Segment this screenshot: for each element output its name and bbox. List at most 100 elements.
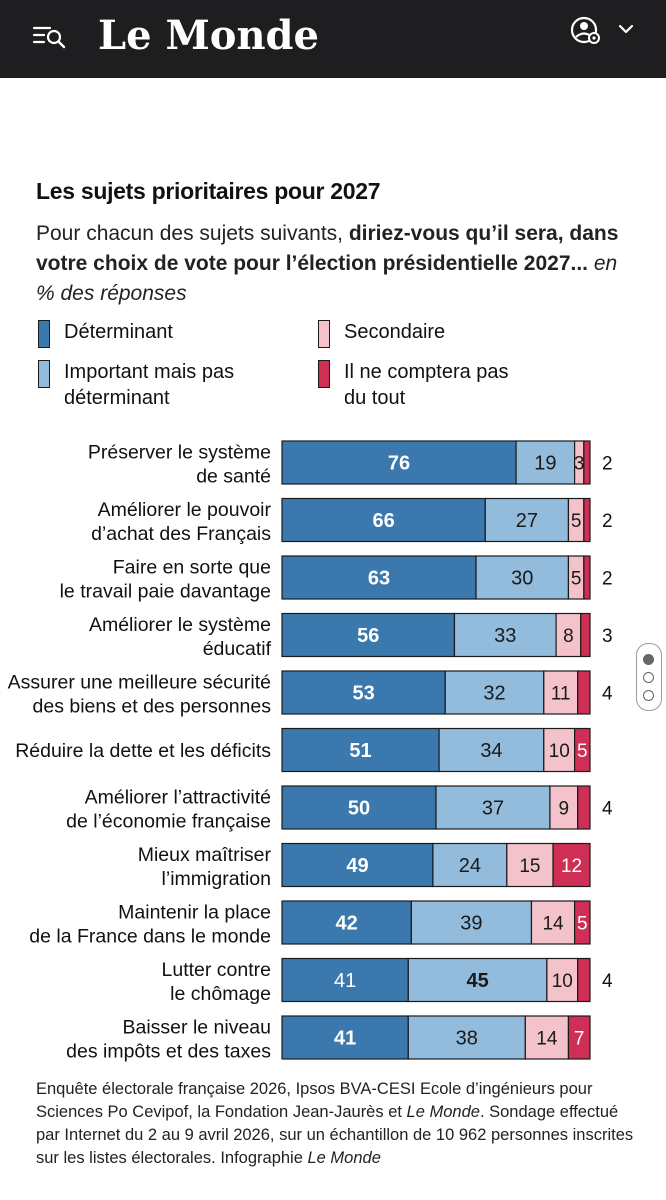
chevron-down-icon (618, 24, 634, 34)
category-label-line-1: Maintenir la place (118, 902, 271, 924)
bar-segment-secondaire (524, 1015, 570, 1060)
bar-segment-ne-comptera-pas (573, 727, 591, 773)
category-label: Lutter contre le chômage (162, 959, 271, 1005)
account-menu-button[interactable] (566, 10, 636, 50)
bar-segment-ne-comptera-pas (577, 785, 591, 830)
pager-dot-1[interactable] (643, 654, 654, 665)
value-label-secondaire: 15 (519, 856, 540, 877)
value-label-ne-comptera-pas: 2 (602, 569, 613, 590)
account-settings-icon (570, 16, 634, 44)
pager-dot-3[interactable] (643, 690, 654, 701)
survey-method: Sondage effectué par Internet du 2 au 9 … (36, 1103, 634, 1167)
category-label: Préserver le système de santé (88, 442, 271, 488)
bar-segment-determinant (281, 842, 434, 888)
category-label-line-2: d’achat des Français (91, 523, 271, 545)
legend-swatch-important (38, 360, 50, 388)
category-label-line-1: Améliorer l’attractivité (85, 787, 271, 809)
value-label-important: 45 (466, 970, 488, 992)
value-label-ne-comptera-pas: 2 (602, 454, 613, 475)
category-label: Améliorer le pouvoir d’achat des Français (91, 499, 271, 545)
value-label-important: 24 (459, 855, 481, 877)
value-label-determinant: 42 (336, 913, 358, 935)
category-label-line-2: de l’économie française (66, 811, 271, 833)
legend-item-ne-comptera-pas: Il ne comptera pas du tout (318, 359, 514, 411)
value-label-determinant: 63 (368, 568, 390, 590)
le-monde-logo[interactable]: Le Monde (98, 12, 319, 59)
bar-segment-secondaire (506, 842, 554, 888)
bar-segment-determinant (281, 785, 437, 830)
category-label: Améliorer l’attractivité de l’économie fr… (66, 787, 271, 833)
chart-subtitle: Pour chacun des sujets suivants, diriez-… (36, 219, 636, 309)
value-label-secondaire: 11 (551, 684, 571, 705)
category-label-line-2: le travail paie davantage (60, 581, 271, 603)
legend-item-secondaire: Secondaire (318, 319, 544, 348)
value-label-determinant: 51 (349, 740, 371, 762)
bar-segment-ne-comptera-pas (577, 670, 591, 715)
chart-title: Les sujets prioritaires pour 2027 (36, 178, 381, 204)
value-label-important: 27 (516, 510, 538, 532)
category-label-line-2: de la France dans le monde (29, 926, 271, 948)
value-label-ne-comptera-pas: 3 (602, 626, 613, 647)
value-label-determinant: 56 (357, 625, 379, 647)
value-label-ne-comptera-pas: 7 (574, 1029, 585, 1050)
value-label-important: 32 (483, 683, 505, 705)
bar-segment-ne-comptera-pas (552, 842, 591, 888)
category-label-line-2: l’immigration (162, 868, 271, 890)
value-label-important: 19 (534, 453, 556, 475)
bar-segment-determinant (281, 440, 517, 485)
value-label-ne-comptera-pas: 4 (602, 799, 613, 820)
value-label-ne-comptera-pas: 4 (602, 684, 613, 705)
value-label-determinant: 53 (352, 683, 374, 705)
subtitle-intro: Pour chacun des sujets suivants, (36, 222, 349, 245)
bar-segment-ne-comptera-pas (580, 612, 591, 658)
bar-segment-ne-comptera-pas (573, 900, 591, 945)
value-label-ne-comptera-pas: 4 (602, 971, 613, 992)
bar-segment-determinant (281, 612, 456, 658)
bar-segment-determinant (281, 727, 440, 773)
value-label-important: 34 (480, 740, 502, 762)
infographie-source: Le Monde (307, 1149, 381, 1167)
legend-swatch-secondaire (318, 320, 330, 348)
bar-segment-important (438, 727, 545, 773)
bar-segment-important (444, 670, 545, 715)
legend-label-ne-comptera-pas: Il ne comptera pas du tout (344, 361, 509, 409)
legend-label-determinant: Déterminant (64, 321, 173, 343)
pager-dot-2[interactable] (643, 672, 654, 683)
value-label-secondaire: 9 (559, 799, 570, 820)
subtitle-unit: en % des réponses (36, 252, 618, 305)
category-label-line-1: Baisser le niveau (123, 1017, 272, 1039)
top-bar: Le Monde (0, 0, 666, 78)
category-label-line-1: Préserver le système (88, 442, 271, 464)
value-label-secondaire: 14 (536, 1029, 558, 1050)
value-label-ne-comptera-pas: 2 (602, 511, 613, 532)
source-line: Enquête électorale française 2026, Ipsos… (36, 1080, 593, 1121)
value-label-important: 39 (460, 913, 482, 935)
infographie-label: Infographie (220, 1149, 308, 1167)
bar-segment-determinant (281, 670, 446, 715)
category-label-line-2: éducatif (203, 638, 272, 660)
category-label-line-1: Améliorer le pouvoir (98, 499, 272, 521)
category-label: Mieux maîtriser l’immigration (138, 844, 272, 890)
bar-segment-determinant (281, 900, 412, 945)
legend-label-secondaire: Secondaire (344, 321, 446, 343)
bar-segment-secondaire (543, 727, 576, 773)
value-label-ne-comptera-pas: 5 (577, 741, 588, 762)
category-label-line-2: le chômage (170, 983, 271, 1005)
value-label-determinant: 41 (334, 970, 356, 992)
category-label: Réduire la dette et les déficits (15, 740, 271, 762)
legend-item-important: Important mais pas déterminant (38, 359, 254, 411)
category-label-line-1: Assurer une meilleure sécurité (8, 672, 271, 694)
menu-search-button[interactable] (30, 20, 70, 54)
category-label-line-1: Mieux maîtriser (138, 844, 272, 866)
bar-segment-determinant (281, 1015, 409, 1060)
value-label-ne-comptera-pas: 12 (561, 856, 582, 877)
scroll-pager[interactable] (636, 643, 662, 711)
bar-segment-secondaire (530, 900, 576, 945)
subtitle-question: diriez-vous qu’il sera, dans votre choix… (36, 222, 619, 275)
category-label: Améliorer le système éducatif (89, 614, 272, 660)
bar-segment-important (475, 555, 570, 600)
value-label-determinant: 41 (334, 1028, 356, 1050)
value-label-secondaire: 5 (571, 511, 582, 532)
source-le-monde: Le Monde (406, 1103, 480, 1121)
